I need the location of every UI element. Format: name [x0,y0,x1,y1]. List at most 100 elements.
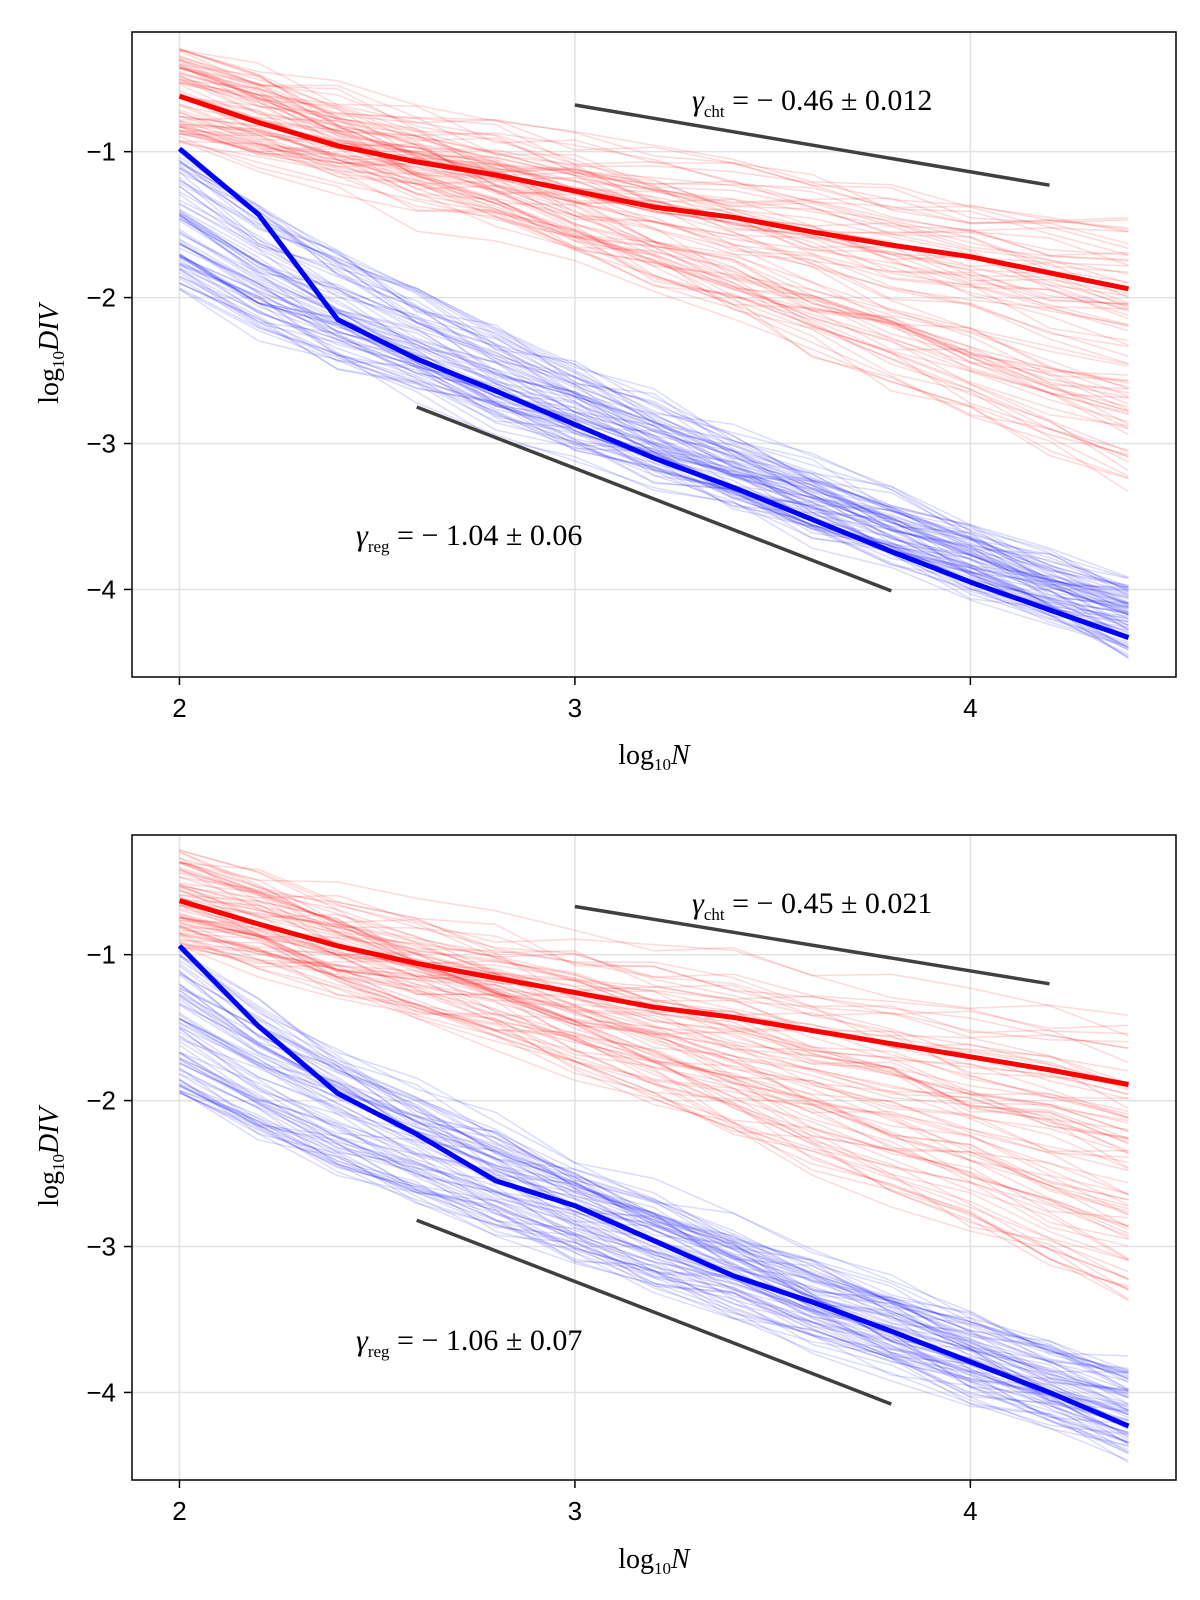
reg-run-9 [179,160,1129,589]
cht-run-35 [179,116,1129,304]
cht-run-43 [179,932,1129,1139]
reg-run-3 [179,268,1129,599]
reg-fit-line [416,405,892,593]
reg-run-14 [179,1089,1129,1392]
reg-run-46 [179,239,1129,647]
reg-run-22 [179,159,1129,597]
reg-run-73 [179,1063,1129,1377]
cht-run-79 [179,861,1129,1037]
reg-run-30 [179,287,1129,628]
reg-run-56 [179,954,1129,1427]
reg-run-11 [179,1052,1129,1437]
cht-run-47 [179,63,1129,342]
cht-run-6 [179,119,1129,399]
cht-run-74 [179,125,1129,233]
reg-run-35 [179,1057,1129,1454]
ensemble-lines [179,849,1129,1464]
cht-run-18 [179,125,1129,328]
cht-run-11 [179,111,1129,430]
cht-run-59 [179,924,1129,1153]
cht-run-56 [179,92,1129,317]
cht-run-7 [179,929,1129,1096]
reg-run-40 [179,1090,1129,1439]
cht-run-66 [179,57,1129,245]
reg-run-69 [179,953,1129,1372]
cht-run-73 [179,851,1129,1292]
reg-run-26 [179,1078,1129,1464]
reg-run-43 [179,950,1129,1405]
cht-run-52 [179,124,1129,348]
reg-run-5 [179,213,1129,607]
cht-run-72 [179,78,1129,273]
cht-run-29 [179,59,1129,463]
reg-run-33 [179,208,1129,599]
reg-run-45 [179,191,1129,637]
x-tick-label: 3 [568,693,582,723]
cht-run-67 [179,140,1129,394]
reg-run-74 [179,983,1129,1415]
cht-run-37 [179,104,1129,427]
cht-run-46 [179,133,1129,256]
reg-run-1 [179,1017,1129,1374]
cht-run-26 [179,72,1129,283]
cht-run-75 [179,916,1129,1273]
plot-frame [131,834,1177,1481]
reg-run-41 [179,203,1129,606]
cht-run-38 [179,130,1129,257]
reg-run-63 [179,213,1129,615]
x-tick-label: 4 [963,693,977,723]
cht-run-3 [179,926,1129,1095]
reg-run-14 [179,171,1129,594]
cht-run-51 [179,882,1129,1064]
reg-run-39 [179,217,1129,627]
y-tick-label: −1 [86,940,116,970]
reg-run-27 [179,156,1129,660]
reg-run-64 [179,1027,1129,1433]
reg-run-49 [179,1069,1129,1444]
reg-run-50 [179,989,1129,1374]
reference-lines [416,904,1050,1406]
reg-run-13 [179,1021,1129,1399]
y-axis-label: log10DIV [34,1104,68,1206]
cht-run-36 [179,884,1129,1196]
reg-run-65 [179,263,1129,618]
cht-run-34 [179,933,1129,1219]
reg-run-40 [179,282,1129,648]
reg-run-44 [179,1002,1129,1375]
cht-run-78 [179,904,1129,1144]
gamma-reg-annotation: γreg = − 1.06 ± 0.07 [356,1324,582,1361]
cht-run-56 [179,868,1129,1290]
cht-run-31 [179,904,1129,1050]
cht-run-12 [179,932,1129,1240]
reg-run-7 [179,1079,1129,1447]
reg-run-62 [179,282,1129,631]
cht-run-15 [179,141,1129,305]
axis-ticks: 2 3 4 −1 −2 −3 −4 [86,940,977,1526]
reg-run-23 [179,182,1129,588]
cht-run-65 [179,903,1129,1240]
reg-run-78 [179,1044,1129,1425]
reg-run-16 [179,1026,1129,1372]
cht-run-77 [179,48,1129,453]
reg-mean-line [177,944,1130,1429]
reg-run-6 [179,1090,1129,1455]
y-tick-label: −1 [86,137,116,167]
y-tick-label: −4 [86,1377,116,1407]
reg-run-71 [179,1051,1129,1391]
y-tick-label: −2 [86,283,116,313]
reg-run-8 [179,1038,1129,1391]
cht-run-51 [179,65,1129,412]
cht-run-20 [179,121,1129,390]
cht-run-24 [179,130,1129,320]
cht-run-35 [179,944,1129,1030]
cht-run-40 [179,58,1129,366]
reg-run-7 [179,160,1129,631]
reg-run-73 [179,164,1129,609]
cht-run-19 [179,50,1129,332]
reg-fit-line [416,1218,892,1406]
cht-run-52 [179,857,1129,1260]
reg-run-70 [179,996,1129,1409]
cht-run-10 [179,80,1129,267]
cht-run-13 [179,48,1129,426]
